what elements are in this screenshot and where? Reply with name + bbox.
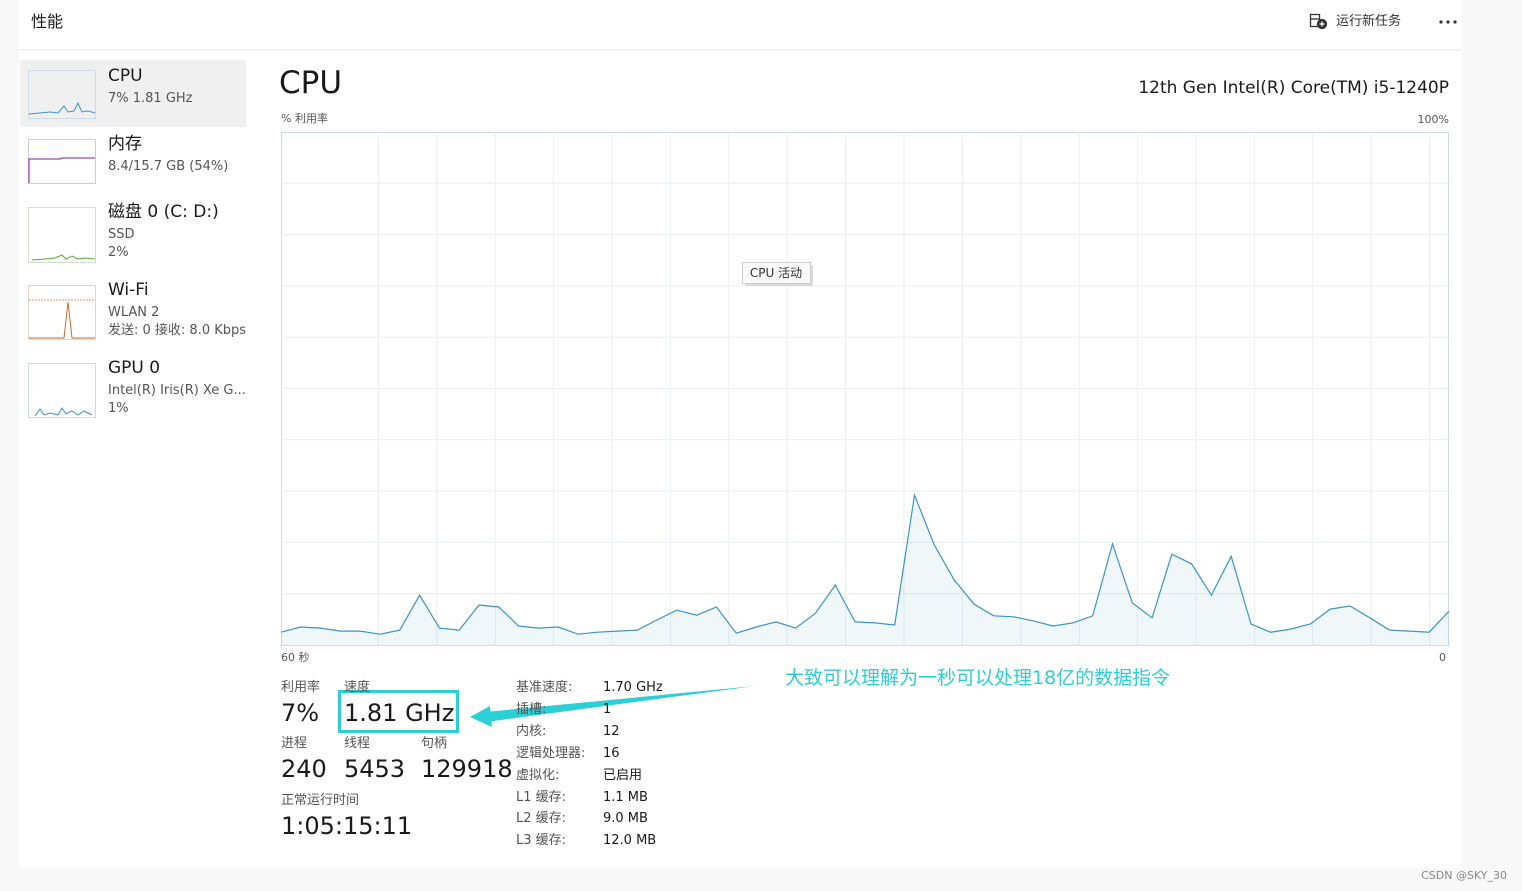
run-task-icon[interactable] (1309, 13, 1328, 30)
stat-value: 7% (281, 699, 320, 727)
sidebar-detail: 8.4/15.7 GB (54%) (108, 159, 229, 174)
sidebar-title[interactable]: Wi-Fi (108, 280, 149, 300)
sidebar-detail: WLAN 2 (108, 305, 160, 320)
spec-value: 1.1 MB (603, 789, 648, 805)
spec-label: L3 缓存: (516, 833, 567, 849)
stat-label: 利用率 (281, 680, 321, 695)
spec-label: 插槽: (516, 701, 547, 717)
stat-value: 129918 (421, 755, 513, 783)
annotation: 大致可以理解为一秒可以处理18亿的数据指令 (785, 667, 1171, 689)
y-tick-label: 100% (1418, 113, 1449, 126)
annotation-arrow (470, 686, 755, 727)
cpu-line (280, 492, 1450, 635)
sidebar-detail: 2% (108, 245, 129, 260)
stat-label: 线程 (344, 736, 371, 751)
x-tick-label: 0 (1439, 651, 1446, 664)
sidebar-detail: Intel(R) Iris(R) Xe G... (108, 383, 246, 398)
grid (281, 132, 1449, 645)
sidebar-title[interactable]: 磁盘 0 (C: D:) (108, 202, 219, 222)
stat-value: 5453 (344, 755, 406, 783)
spec-label: 逻辑处理器: (516, 745, 586, 761)
more-button[interactable] (1439, 20, 1457, 24)
spec-label: L1 缓存: (516, 789, 567, 805)
stat-value: 1.81 GHz (344, 699, 455, 727)
x-tick-label: 60 秒 (281, 650, 310, 664)
main-title: CPU (279, 65, 343, 101)
sidebar-title[interactable]: GPU 0 (108, 358, 161, 378)
stat-label: 句柄 (421, 736, 448, 751)
spec-label: 内核: (516, 723, 547, 739)
header-title: 性能 (31, 12, 64, 31)
sidebar-detail: 发送: 0 接收: 8.0 Kbps (108, 323, 247, 338)
stat-value: 240 (281, 755, 327, 783)
spec-value: 12 (603, 723, 620, 739)
run-task-button[interactable]: 运行新任务 (1336, 14, 1402, 29)
y-axis-label: % 利用率 (281, 112, 328, 125)
stat-label: 正常运行时间 (281, 793, 360, 808)
sidebar-detail: 1% (108, 401, 129, 416)
sidebar-detail: SSD (108, 227, 135, 242)
watermark: CSDN @SKY_30 (1421, 869, 1507, 882)
highlight-box (338, 690, 459, 733)
spec-label: 虚拟化: (516, 767, 560, 783)
cpu-model: 12th Gen Intel(R) Core(TM) i5-1240P (1138, 78, 1449, 98)
spec-label: 基准速度: (516, 680, 573, 695)
tooltip (742, 262, 813, 286)
graph (280, 492, 1450, 645)
spec-value: 1.70 GHz (603, 680, 663, 695)
spec-value: 已启用 (603, 767, 643, 783)
spec-value: 12.0 MB (603, 833, 657, 849)
spec-label: L2 缓存: (516, 811, 567, 827)
spec-value: 16 (603, 745, 620, 761)
panel (19, 0, 1462, 868)
stat-label: 进程 (281, 736, 308, 751)
spec-value: 1 (603, 701, 612, 717)
sidebar-title[interactable]: CPU (108, 66, 143, 86)
selected-item-bg (20, 60, 246, 127)
sidebar-title[interactable]: 内存 (108, 134, 142, 154)
sidebar-detail: 7% 1.81 GHz (108, 91, 193, 106)
thumbnails (28, 70, 96, 418)
stat-label: 速度 (344, 680, 371, 695)
spec-value: 9.0 MB (603, 811, 648, 827)
graph-area (281, 495, 1449, 645)
stat-value: 1:05:15:11 (281, 812, 413, 840)
tooltip-text: CPU 活动 (750, 266, 802, 280)
